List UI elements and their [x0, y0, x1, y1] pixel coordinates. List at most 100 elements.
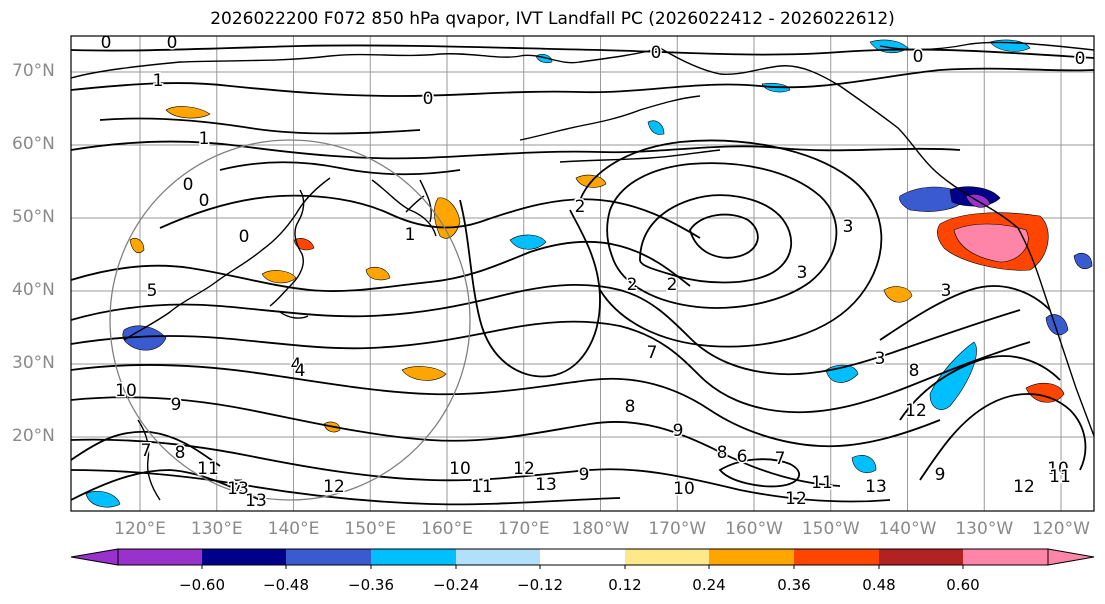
contour-label: 7 — [141, 441, 152, 461]
contour-line — [70, 438, 891, 503]
latitude-label: 60°N — [12, 134, 55, 154]
contour-label: 8 — [717, 443, 728, 463]
contour-line — [219, 161, 461, 176]
longitude-label: 170°W — [648, 519, 707, 539]
contour-line — [459, 199, 601, 378]
colorbar-tick-label: 0.24 — [692, 576, 726, 594]
contour-label: 2 — [627, 275, 638, 295]
contour-line — [879, 285, 1061, 421]
contour-label: 10 — [449, 459, 471, 479]
colorbar-frame — [117, 548, 1049, 566]
positive-anomaly-pink — [953, 223, 1029, 263]
latitude-label: 40°N — [12, 280, 55, 300]
contour-label: 0 — [1075, 49, 1086, 69]
contour-label: 12 — [513, 459, 535, 479]
latitude-label: 20°N — [12, 426, 55, 446]
positive-anomaly-fill — [165, 106, 211, 119]
negative-anomaly-fill — [1073, 253, 1093, 269]
negative-anomaly-fill — [851, 455, 877, 473]
colorbar-tick-label: −0.24 — [433, 576, 479, 594]
contour-label: 0 — [183, 175, 194, 195]
contour-label: 2 — [575, 197, 586, 217]
colorbar-extend-low — [70, 548, 119, 566]
map-frame — [70, 35, 1095, 512]
contour-label: 8 — [909, 361, 920, 381]
contour-label: 7 — [775, 449, 786, 469]
latitude-label: 50°N — [12, 207, 55, 227]
contour-label: 10 — [673, 479, 695, 499]
contour-label: 12 — [785, 489, 807, 509]
contour-line — [639, 194, 793, 284]
contour-line — [70, 140, 961, 160]
japan-coastline — [269, 189, 309, 319]
contour-line — [99, 117, 421, 135]
contour-label: 9 — [935, 465, 946, 485]
colorbar-cell — [118, 549, 202, 565]
contour-label: 11 — [1049, 467, 1071, 487]
latitude-label: 70°N — [12, 61, 55, 81]
contour-label: 13 — [865, 477, 887, 497]
colorbar — [70, 548, 1095, 569]
negative-anomaly-fill — [899, 186, 967, 212]
colorbar-tick-label: −0.48 — [263, 576, 309, 594]
contour-line — [606, 162, 838, 309]
contour-line — [689, 213, 759, 259]
contour-label: 0 — [239, 227, 250, 247]
colorbar-cell — [540, 549, 625, 565]
longitude-label: 140°E — [267, 519, 320, 539]
contour-label: 11 — [197, 459, 219, 479]
contour-line — [919, 393, 1087, 481]
colorbar-cell — [709, 549, 794, 565]
contour-label: 9 — [171, 395, 182, 415]
colorbar-tick-label: 0.12 — [608, 576, 642, 594]
colorbar-tick-label: 0.36 — [777, 576, 811, 594]
kamchatka-coastline — [405, 179, 432, 223]
colorbar-cell — [794, 549, 879, 565]
longitude-label: 180°W — [571, 519, 630, 539]
contour-label: 10 — [1047, 459, 1069, 479]
colorbar-tick-label: 0.60 — [946, 576, 980, 594]
contour-label: 13 — [227, 479, 249, 499]
contour-label: 13 — [245, 491, 267, 511]
positive-anomaly-fill — [129, 238, 145, 253]
contour-label: 0 — [651, 43, 662, 63]
colorbar-tick-label: −0.12 — [517, 576, 563, 594]
longitude-label: 120°E — [114, 519, 166, 539]
contour-label: 13 — [535, 475, 557, 495]
coastlines — [70, 41, 1095, 501]
contour-label: 3 — [797, 263, 808, 283]
contour-label: 3 — [843, 217, 854, 237]
colorbar-tick-label: −0.60 — [179, 576, 225, 594]
contour-line — [70, 283, 1021, 376]
contour-label: 1 — [405, 225, 416, 245]
latitude-label: 30°N — [12, 353, 55, 373]
contour-label: 7 — [233, 477, 244, 497]
contour-label: 3 — [941, 281, 952, 301]
colorbar-tick-label: 0.48 — [862, 576, 896, 594]
colorbar-cell — [286, 549, 371, 565]
alaska-coastline — [559, 149, 721, 163]
colorbar-cell — [202, 549, 286, 565]
bering-coastline — [519, 95, 701, 141]
longitude-label: 150°E — [344, 519, 397, 539]
contour-label: 7 — [647, 343, 658, 363]
asia-coastline — [123, 177, 437, 341]
longitude-label: 150°W — [801, 519, 860, 539]
contour-label: 0 — [199, 191, 210, 211]
contour-label: 3 — [875, 349, 886, 369]
contour-label: 0 — [167, 33, 178, 53]
contour-line — [70, 469, 261, 501]
landfall-radius-circle — [109, 139, 471, 501]
contour-line — [718, 458, 801, 488]
asia-coastline — [70, 47, 661, 79]
graticule — [71, 36, 1094, 511]
positive-anomaly-fill — [365, 266, 391, 281]
contour-line — [70, 320, 1031, 414]
contour-label: 9 — [579, 465, 590, 485]
colorbar-cell — [963, 549, 1048, 565]
contour-label: 11 — [471, 477, 493, 497]
contour-label: 5 — [147, 281, 158, 301]
na-coastline — [1017, 227, 1095, 437]
contour-label: 6 — [737, 447, 748, 467]
